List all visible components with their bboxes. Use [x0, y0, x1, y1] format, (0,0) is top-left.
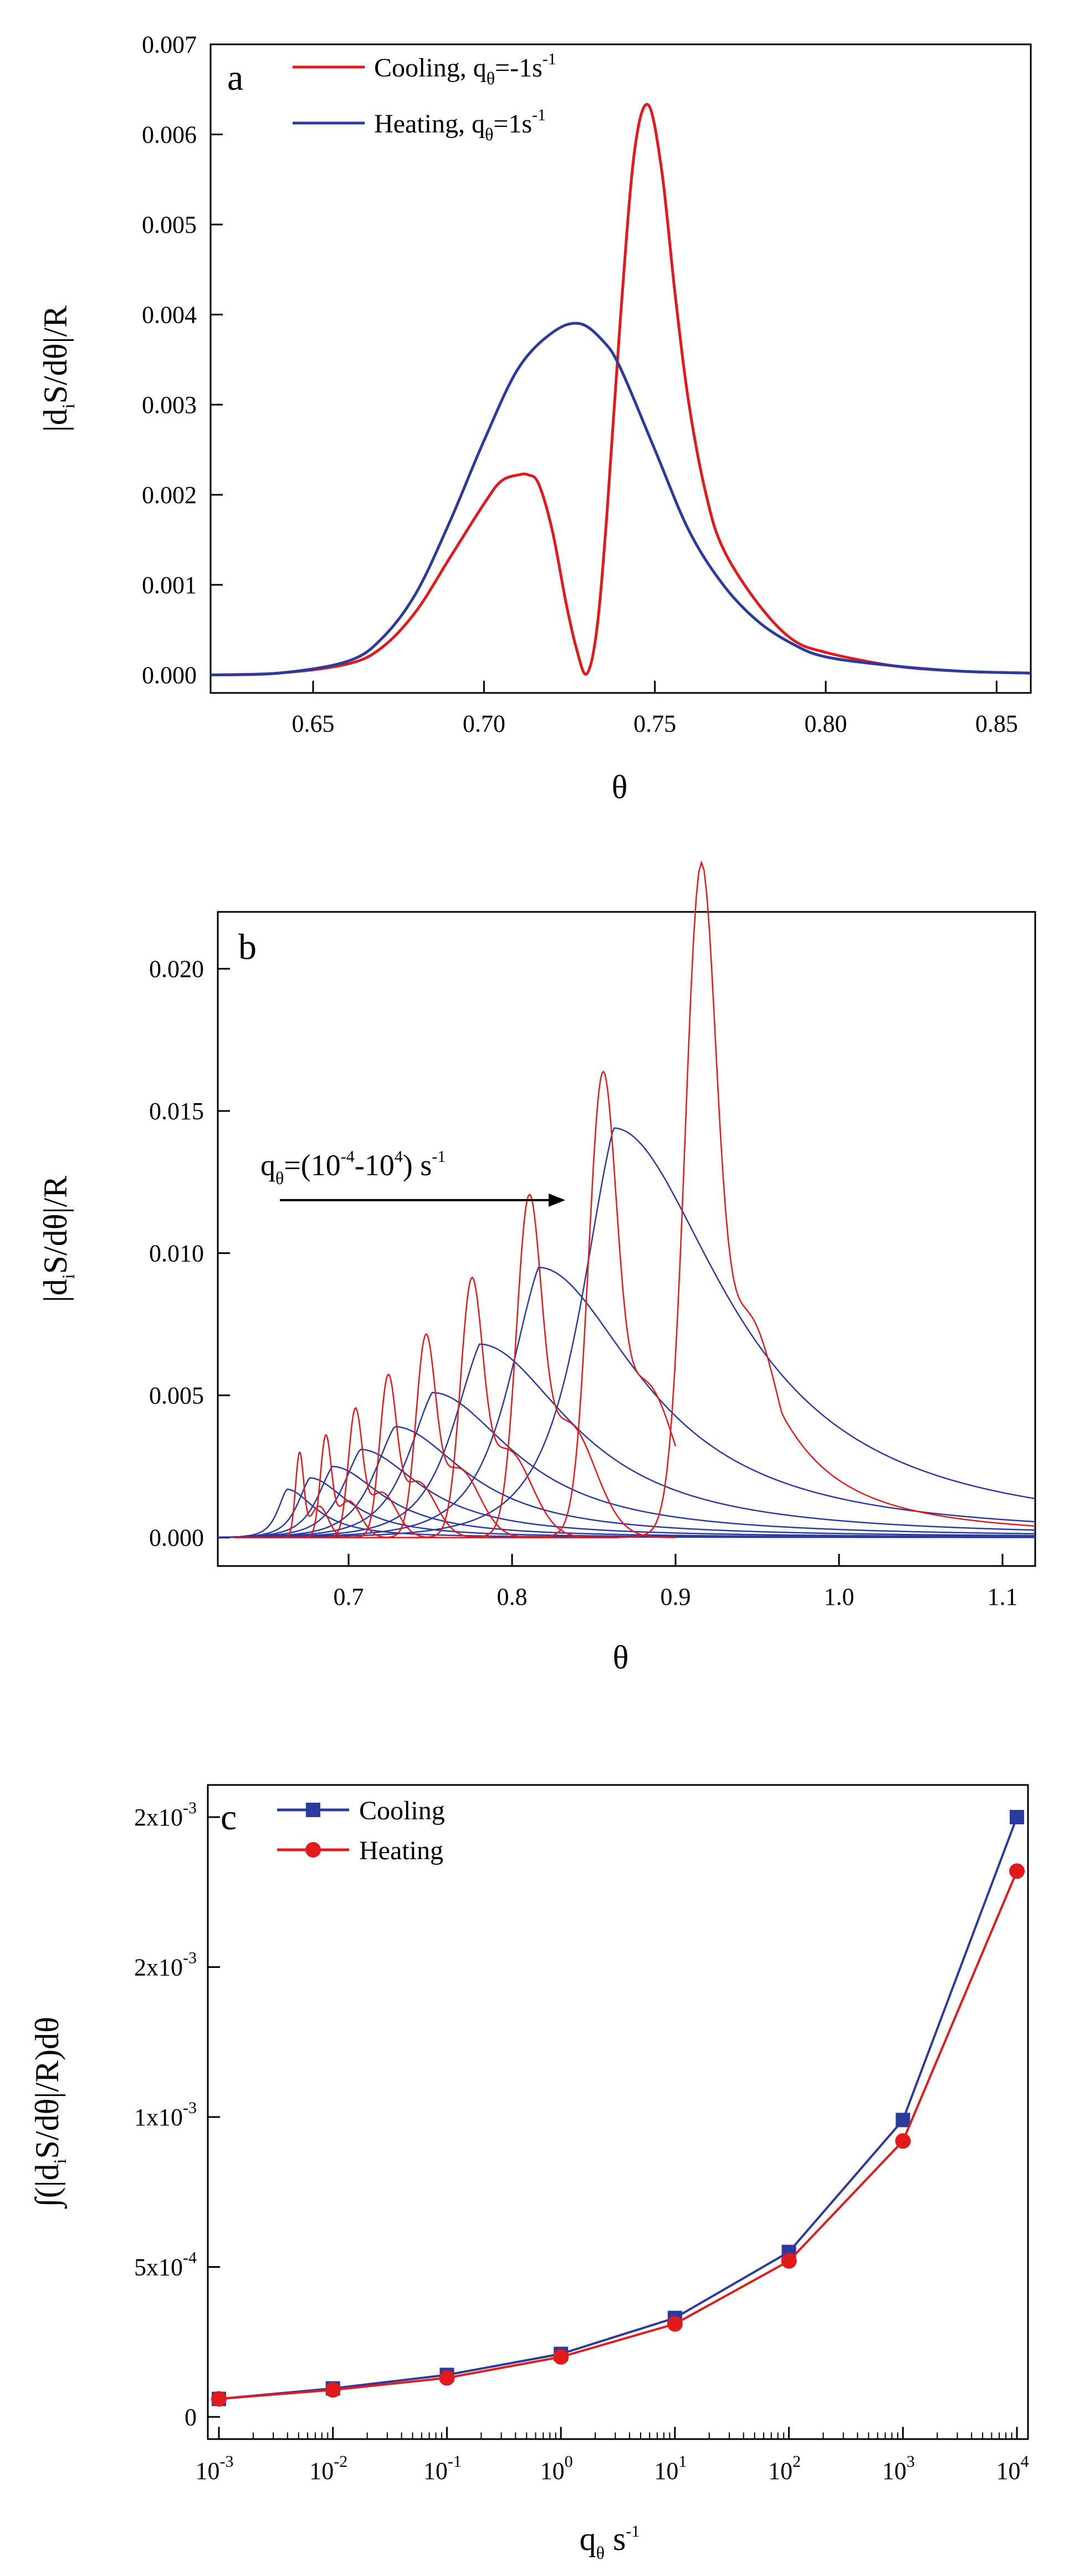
panel-a: 0.65 0.70 0.75 0.80 0.85 0.0000.0010.0020.00… [37, 31, 1032, 805]
x-tick-label: 0.65 [292, 710, 335, 737]
legend-label-cooling: Cooling [359, 1796, 445, 1825]
y-tick-label: 0.010 [149, 1240, 204, 1267]
cooling-curve [234, 860, 1036, 1538]
data-point-heating [1009, 1863, 1025, 1879]
y-tick-label: 5x10-4 [134, 2249, 197, 2281]
x-tick-label: 102 [768, 2452, 801, 2485]
panel-b-frame [217, 911, 1036, 1567]
data-point-heating [781, 2253, 797, 2269]
x-tick-label: 0.9 [661, 1583, 691, 1610]
y-tick-label: 0.000 [142, 662, 197, 689]
heating-curve [218, 1343, 1036, 1538]
y-tick-label: 2x10-3 [134, 1799, 197, 1831]
x-tick-label: 0.75 [633, 710, 676, 737]
x-tick-label: 104 [996, 2452, 1029, 2485]
series-line-heating [210, 322, 1031, 676]
heating-curve [217, 1391, 1035, 1538]
panel-a-legend: Cooling, qθ=-1s-1 Heating, qθ=1s-1 [293, 50, 556, 144]
x-tick-label: 0.70 [463, 710, 505, 737]
x-tick-label: 0.80 [805, 710, 847, 737]
series-line-cooling [210, 103, 1031, 676]
data-point-heating [439, 2370, 455, 2386]
y-tick-label: 0.020 [149, 956, 204, 983]
legend-marker-heating [305, 1842, 321, 1858]
heating-curve [217, 1426, 1035, 1538]
x-tick-label: 0.85 [975, 710, 1018, 737]
y-tick-label: 0.002 [142, 482, 197, 509]
panel-b-letter: b [238, 927, 257, 967]
panel-c-x-ticks: 10-3 10-2 10-1 100 101 102 103 104 [196, 2427, 1029, 2485]
y-tick-label: 0 [185, 2404, 197, 2431]
y-tick-label: 0.000 [149, 1524, 204, 1552]
series-line-heating [218, 1870, 1018, 2400]
y-tick-label: 0.015 [149, 1098, 204, 1125]
data-point-heating [325, 2382, 341, 2398]
panel-b-y-ticks: 0.000 0.005 0.010 0.015 0.020 [149, 956, 230, 1552]
q-range-annotation: qθ=(10-4-104) s-1 [260, 1147, 446, 1188]
x-tick-label: 10-3 [196, 2452, 234, 2485]
panel-c-frame [207, 1784, 1029, 2440]
heating-curve [218, 1267, 1036, 1538]
panel-a-y-ticks: 0.000 0.001 0.002 0.003 0.004 0.005 0.006 0.007 [142, 31, 223, 689]
panel-c: 10-3 10-2 10-1 100 101 102 103 104 0 5x10-4 1x10-… [29, 1784, 1029, 2563]
data-point-heating [553, 2349, 569, 2365]
cooling-curve [234, 1276, 618, 1538]
heating-curve [218, 1127, 1036, 1538]
x-tick-label: 0.7 [334, 1583, 364, 1610]
y-tick-label: 0.005 [149, 1382, 204, 1409]
x-tick-label: 0.8 [497, 1583, 528, 1610]
y-tick-label: 0.001 [142, 572, 197, 599]
panel-b-x-ticks: 0.7 0.8 0.9 1.0 1.1 [334, 1554, 1018, 1610]
x-tick-label: 10-2 [309, 2452, 347, 2485]
cooling-curve [234, 1193, 676, 1538]
arrow-head [549, 1193, 565, 1207]
x-tick-label: 1.1 [988, 1583, 1018, 1610]
panel-c-letter: c [221, 1797, 237, 1838]
data-point-cooling [896, 2113, 911, 2128]
cooling-curve [234, 1434, 473, 1538]
panel-b-y-axis-label: |diS/dθ|/R [37, 1176, 78, 1302]
panel-c-curves [211, 1810, 1025, 2407]
legend-marker-cooling [306, 1803, 320, 1817]
panel-c-y-axis-label: ∫(|diS/dθ|/R)dθ [29, 2017, 70, 2209]
x-tick-label: 1.0 [824, 1583, 855, 1610]
legend-label-heating: Heating [359, 1836, 443, 1865]
panel-a-y-axis-label: |diS/dθ|/R [37, 305, 78, 432]
data-point-heating [895, 2133, 911, 2149]
y-tick-label: 0.007 [142, 31, 197, 58]
series-line-cooling [218, 1817, 1018, 2400]
legend-label-cooling: Cooling, qθ=-1s-1 [374, 50, 556, 88]
panel-a-x-ticks: 0.65 0.70 0.75 0.80 0.85 [292, 681, 1018, 737]
panel-b-x-axis-label: θ [613, 1639, 629, 1676]
panel-a-frame [209, 43, 1032, 694]
y-tick-label: 0.006 [142, 121, 197, 149]
panel-b: 0.7 0.8 0.9 1.0 1.1 0.000 0.005 0.010 0.015 0.02… [37, 860, 1036, 1676]
y-tick-label: 0.005 [142, 211, 197, 238]
panel-c-legend: Cooling Heating [277, 1796, 445, 1865]
data-point-heating [211, 2391, 227, 2407]
panel-c-y-ticks: 0 5x10-4 1x10-3 2x10-3 2x10-3 [134, 1799, 220, 2431]
y-tick-label: 2x10-3 [134, 1949, 197, 1981]
legend-label-heating: Heating, qθ=1s-1 [374, 106, 546, 144]
data-point-cooling [1010, 1810, 1024, 1824]
y-tick-label: 0.003 [142, 391, 197, 419]
panel-b-curves [217, 860, 1036, 1538]
x-tick-label: 100 [540, 2452, 573, 2485]
y-tick-label: 1x10-3 [134, 2099, 197, 2131]
heating-curve [217, 1466, 1035, 1538]
panel-a-letter: a [227, 58, 243, 98]
panel-a-curves [210, 103, 1031, 676]
x-tick-label: 103 [882, 2452, 915, 2485]
data-point-heating [667, 2316, 683, 2332]
x-tick-label: 10-1 [423, 2452, 462, 2485]
y-tick-label: 0.004 [142, 302, 197, 329]
panel-c-x-axis-label: qθ s-1 [580, 2521, 640, 2563]
panel-a-x-axis-label: θ [612, 769, 628, 805]
heating-curve [218, 1448, 1035, 1538]
heating-curve [218, 1488, 1035, 1538]
panel-b-annotation: qθ=(10-4-104) s-1 [260, 1147, 565, 1207]
x-tick-label: 101 [654, 2452, 687, 2485]
